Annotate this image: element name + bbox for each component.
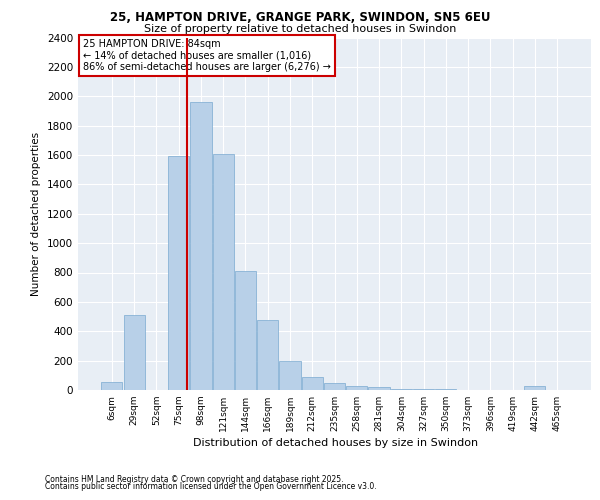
Text: 25, HAMPTON DRIVE, GRANGE PARK, SWINDON, SN5 6EU: 25, HAMPTON DRIVE, GRANGE PARK, SWINDON,…	[110, 11, 490, 24]
Text: Contains public sector information licensed under the Open Government Licence v3: Contains public sector information licen…	[45, 482, 377, 491]
Bar	[391, 388, 412, 390]
Bar	[101, 382, 122, 390]
Text: Contains HM Land Registry data © Crown copyright and database right 2025.: Contains HM Land Registry data © Crown c…	[45, 475, 343, 484]
Bar	[324, 384, 345, 390]
Bar	[168, 156, 189, 390]
Bar	[280, 362, 301, 390]
Bar	[346, 386, 367, 390]
Bar	[368, 387, 389, 390]
Bar	[257, 320, 278, 390]
Bar	[524, 386, 545, 390]
Text: Size of property relative to detached houses in Swindon: Size of property relative to detached ho…	[144, 24, 456, 34]
Bar	[190, 102, 212, 390]
Text: Distribution of detached houses by size in Swindon: Distribution of detached houses by size …	[193, 438, 479, 448]
Bar	[124, 315, 145, 390]
Text: 25 HAMPTON DRIVE: 84sqm
← 14% of detached houses are smaller (1,016)
86% of semi: 25 HAMPTON DRIVE: 84sqm ← 14% of detache…	[83, 40, 331, 72]
Bar	[235, 271, 256, 390]
Y-axis label: Number of detached properties: Number of detached properties	[31, 132, 41, 296]
Bar	[212, 154, 234, 390]
Bar	[302, 377, 323, 390]
